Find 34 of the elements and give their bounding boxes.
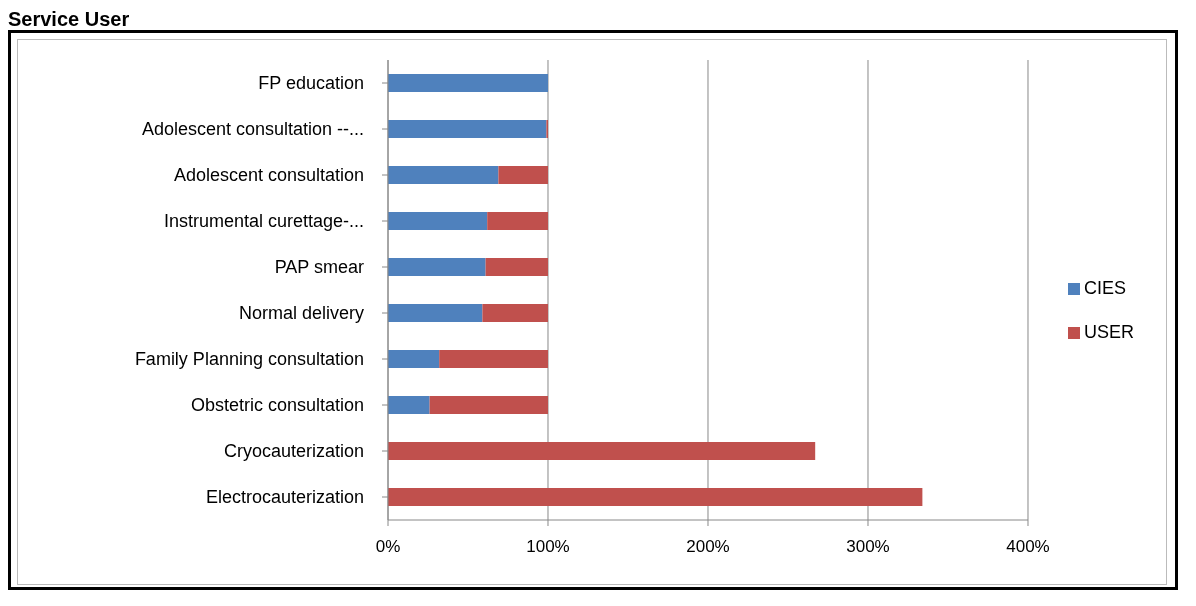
y-tick-label: Cryocauterization	[223, 441, 364, 462]
legend-label: CIES	[1083, 278, 1126, 298]
bar	[498, 166, 548, 184]
bar	[388, 350, 440, 368]
y-tick-label: Family Planning consultation	[134, 349, 364, 370]
y-tick-label: FP education	[258, 73, 364, 94]
bar	[388, 74, 548, 92]
bar	[388, 488, 923, 506]
y-tick-label: Electrocauterization	[205, 487, 364, 508]
bar	[482, 304, 548, 322]
y-tick-label: Instrumental curettage-...	[163, 211, 364, 232]
y-tick-label: Normal delivery	[238, 303, 364, 324]
bar	[388, 258, 486, 276]
bar	[485, 258, 548, 276]
y-tick-label: Adolescent consultation	[173, 165, 364, 186]
bar	[487, 212, 548, 230]
x-tick-label: 200%	[686, 537, 730, 557]
y-tick-label: PAP smear	[274, 257, 364, 278]
bar	[388, 304, 483, 322]
text: Service User	[8, 8, 131, 30]
bar	[388, 396, 430, 414]
y-tick-label: Obstetric consultation	[190, 395, 364, 416]
legend-label: USER	[1083, 322, 1134, 342]
y-tick-label: Adolescent consultation --...	[141, 119, 364, 140]
x-tick-label: 0%	[375, 537, 401, 557]
bar	[388, 212, 488, 230]
x-tick-label: 300%	[846, 537, 890, 557]
bar	[388, 166, 499, 184]
x-tick-label: 400%	[1006, 537, 1050, 557]
bar	[429, 396, 548, 414]
x-tick-label: 100%	[526, 537, 570, 557]
bar	[439, 350, 548, 368]
bar	[388, 120, 547, 138]
bar	[388, 442, 816, 460]
